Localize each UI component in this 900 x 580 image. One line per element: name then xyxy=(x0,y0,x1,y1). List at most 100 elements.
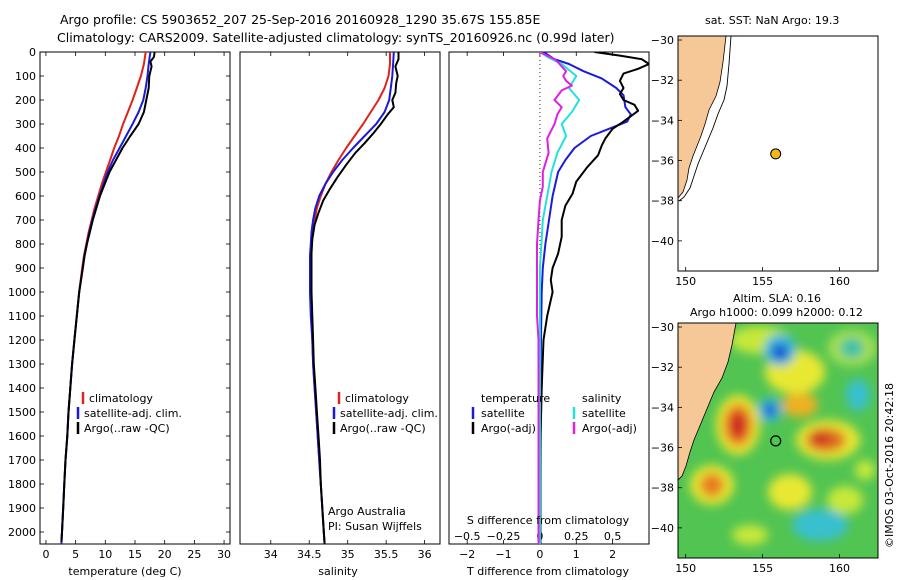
x-tick-label: 1 xyxy=(573,548,580,561)
depth-tick-label: 500 xyxy=(15,166,36,179)
depth-tick-label: 1200 xyxy=(8,334,36,347)
x-tick-label: 30 xyxy=(217,548,231,561)
temperature-x-axis-label: temperature (deg C) xyxy=(68,565,181,578)
x-tick-label: −1 xyxy=(495,548,511,561)
lat-tick-label: −32 xyxy=(651,74,674,87)
depth-tick-label: 400 xyxy=(15,142,36,155)
legend-t-argo-label: Argo(-adj) xyxy=(481,422,536,435)
legend-argo-label: Argo(..raw -QC) xyxy=(84,422,170,435)
shelf-contour xyxy=(678,36,732,202)
depth-tick-label: 1000 xyxy=(8,286,36,299)
depth-tick-label: 200 xyxy=(15,94,36,107)
difference-legend: temperature satellite Argo(-adj) salinit… xyxy=(471,392,637,435)
lat-tick-label: −30 xyxy=(651,34,674,47)
argo-float-marker xyxy=(770,148,782,160)
difference-series xyxy=(536,52,649,544)
salinity-legend: climatology satellite-adj. clim. Argo(..… xyxy=(332,392,438,435)
series-line-salinity-argo-adj xyxy=(536,52,573,544)
sla-field xyxy=(678,323,878,558)
float-operator-annotation: Argo Australia xyxy=(328,505,406,518)
depth-tick-label: 2000 xyxy=(8,526,36,539)
depth-tick-label: 800 xyxy=(15,238,36,251)
temperature-x-axis: 0 5 10 15 20 25 30 xyxy=(42,52,231,561)
legend-temperature-title: temperature xyxy=(481,392,550,405)
difference-panel: −2 −1 0 1 2 −0.5 −0.25 0 0.25 0.5 T difference f… xyxy=(448,51,650,578)
lon-tick-label: 150 xyxy=(675,275,696,288)
temperature-series xyxy=(60,52,156,544)
depth-tick-label: 1600 xyxy=(8,430,36,443)
depth-tick-label: 1700 xyxy=(8,454,36,467)
temperature-axes-frame xyxy=(39,51,231,545)
legend-argo-label: Argo(..raw -QC) xyxy=(340,422,426,435)
legend-satellite-label: satellite-adj. clim. xyxy=(340,407,438,420)
legend-s-satellite-label: satellite xyxy=(582,407,626,420)
t-difference-x-axis-label: T difference from climatology xyxy=(466,565,629,578)
sla-map-title-line-1: Altim. SLA: 0.16 xyxy=(733,292,821,305)
figure-title-line-2: Climatology: CARS2009. Satellite-adjuste… xyxy=(57,30,614,45)
x-tick-label: 2 xyxy=(609,548,616,561)
legend-t-satellite-label: satellite xyxy=(481,407,525,420)
legend-climatology-label: climatology xyxy=(345,392,409,405)
legend-salinity-title: salinity xyxy=(582,392,622,405)
series-line-temperature-argo-adj xyxy=(539,52,649,544)
depth-tick-label: 100 xyxy=(15,70,36,83)
sla-map-frame xyxy=(677,322,879,559)
depth-tick-label: 1800 xyxy=(8,478,36,491)
x-tick-label: 20 xyxy=(158,548,172,561)
t-difference-x-axis: −2 −1 0 1 2 xyxy=(459,52,616,561)
sla-map-panel: Altim. SLA: 0.16 Argo h1000: 0.099 h2000… xyxy=(651,292,879,575)
depth-tick-label: 1500 xyxy=(8,406,36,419)
series-line-temperature-satellite xyxy=(539,52,632,544)
x-tick-label: 25 xyxy=(187,548,201,561)
s-difference-tick-label: −0.5 xyxy=(454,530,481,543)
x-tick-label: 34 xyxy=(264,548,278,561)
x-tick-label: 34.5 xyxy=(297,548,322,561)
s-difference-axis-label: S difference from climatology xyxy=(467,514,630,527)
x-tick-label: 0 xyxy=(42,548,49,561)
s-difference-tick-label: −0.25 xyxy=(487,530,521,543)
figure-title-line-1: Argo profile: CS 5903652_207 25-Sep-2016… xyxy=(60,12,540,27)
series-line-argo-raw-qc xyxy=(310,52,400,544)
depth-tick-label: 900 xyxy=(15,262,36,275)
lon-tick-label: 160 xyxy=(829,562,850,575)
lat-tick-label: −40 xyxy=(651,522,674,535)
depth-tick-label: 0 xyxy=(29,46,36,59)
series-line-salinity-satellite xyxy=(538,52,581,544)
australia-coastline xyxy=(678,36,727,199)
principal-investigator-annotation: PI: Susan Wijffels xyxy=(328,520,422,533)
sst-map-title: sat. SST: NaN Argo: 19.3 xyxy=(705,14,839,27)
series-line-argo-raw-qc xyxy=(60,52,156,542)
sla-map-axes: 150 155 160 −30 −32 −34 −36 −38 −40 xyxy=(651,321,850,575)
legend-satellite-label: satellite-adj. clim. xyxy=(84,407,182,420)
x-tick-label: 35.5 xyxy=(374,548,399,561)
australia-coastline xyxy=(678,323,737,481)
x-tick-label: 36 xyxy=(418,548,432,561)
lat-tick-label: −40 xyxy=(651,235,674,248)
x-tick-label: 0 xyxy=(536,548,543,561)
sst-map-axes: 150 155 160 −30 −32 −34 −36 −38 −40 xyxy=(651,34,850,288)
depth-tick-label: 1100 xyxy=(8,310,36,323)
salinity-series xyxy=(309,52,400,544)
salinity-axes-frame xyxy=(239,51,441,545)
imos-credit: ©IMOS 03-Oct-2016 20:42:18 xyxy=(883,383,896,548)
depth-tick-label: 1400 xyxy=(8,382,36,395)
x-tick-label: 10 xyxy=(98,548,112,561)
temperature-legend: climatology satellite-adj. clim. Argo(..… xyxy=(76,392,182,435)
lat-tick-label: −30 xyxy=(651,321,674,334)
lon-tick-label: 155 xyxy=(752,275,773,288)
lat-tick-label: −34 xyxy=(651,114,674,127)
s-difference-tick-label: 0.5 xyxy=(604,530,622,543)
argo-float-marker xyxy=(770,435,782,447)
x-tick-label: 5 xyxy=(72,548,79,561)
lat-tick-label: −38 xyxy=(651,482,674,495)
temperature-panel: 0100200300400500600700800900100011001200… xyxy=(8,46,649,578)
depth-tick-label: 1900 xyxy=(8,502,36,515)
salinity-x-axis-label: salinity xyxy=(318,565,358,578)
x-tick-label: −2 xyxy=(459,548,475,561)
lon-tick-label: 160 xyxy=(829,275,850,288)
depth-tick-label: 700 xyxy=(15,214,36,227)
lat-tick-label: −34 xyxy=(651,401,674,414)
x-tick-label: 15 xyxy=(128,548,142,561)
depth-tick-label: 1300 xyxy=(8,358,36,371)
legend-s-argo-label: Argo(-adj) xyxy=(582,422,637,435)
